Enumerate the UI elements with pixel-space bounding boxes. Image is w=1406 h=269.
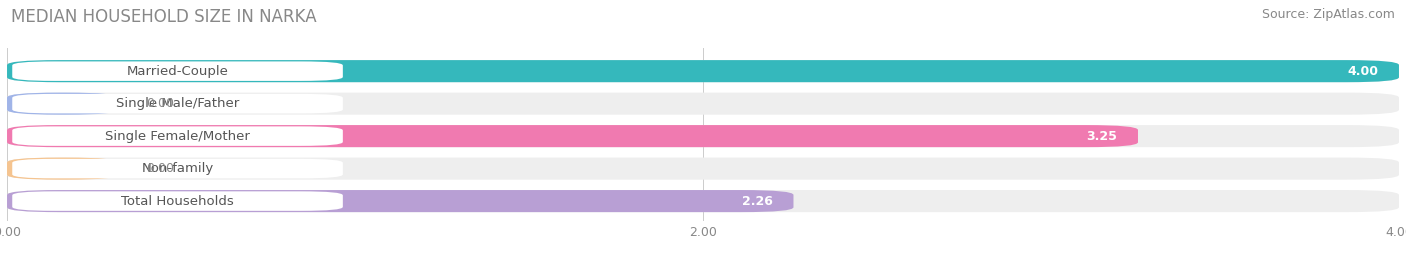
Text: 0.00: 0.00 [146,97,174,110]
FancyBboxPatch shape [13,61,343,81]
Text: MEDIAN HOUSEHOLD SIZE IN NARKA: MEDIAN HOUSEHOLD SIZE IN NARKA [11,8,316,26]
FancyBboxPatch shape [7,93,1399,115]
Text: 3.25: 3.25 [1087,130,1118,143]
FancyBboxPatch shape [7,125,1137,147]
Text: 4.00: 4.00 [1347,65,1378,78]
Text: Single Male/Father: Single Male/Father [115,97,239,110]
FancyBboxPatch shape [7,125,1399,147]
FancyBboxPatch shape [7,190,1399,212]
Text: Non-family: Non-family [142,162,214,175]
Text: Single Female/Mother: Single Female/Mother [105,130,250,143]
Text: 2.26: 2.26 [742,194,772,208]
Text: Source: ZipAtlas.com: Source: ZipAtlas.com [1261,8,1395,21]
FancyBboxPatch shape [13,126,343,146]
FancyBboxPatch shape [7,158,1399,180]
FancyBboxPatch shape [7,60,1399,82]
FancyBboxPatch shape [13,191,343,211]
FancyBboxPatch shape [7,93,118,115]
FancyBboxPatch shape [7,60,1399,82]
FancyBboxPatch shape [7,190,793,212]
Text: 0.00: 0.00 [146,162,174,175]
FancyBboxPatch shape [7,158,118,180]
Text: Married-Couple: Married-Couple [127,65,229,78]
FancyBboxPatch shape [13,94,343,114]
Text: Total Households: Total Households [121,194,233,208]
FancyBboxPatch shape [13,159,343,178]
